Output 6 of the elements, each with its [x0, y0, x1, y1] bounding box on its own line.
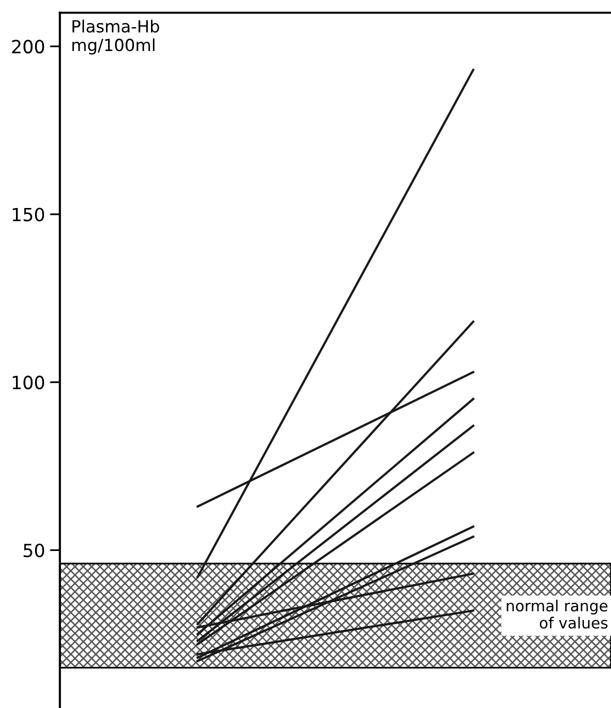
band-label: normal range of values [506, 600, 608, 629]
y-tick-label: 150 [12, 208, 44, 222]
y-tick-label: 100 [12, 376, 44, 390]
y-tick-label: 50 [24, 544, 44, 558]
y-tick-label: 200 [12, 40, 44, 54]
y-axis-title: Plasma-Hb mg/100ml [72, 20, 160, 54]
